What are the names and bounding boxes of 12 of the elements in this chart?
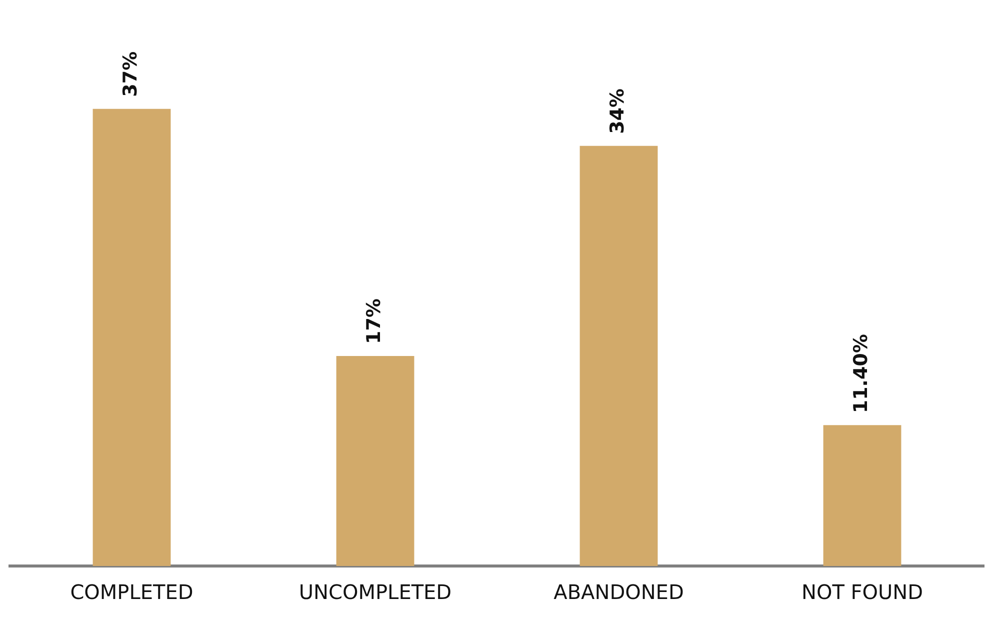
data-label: 37%	[120, 51, 142, 97]
data-label: 11.40%	[850, 334, 872, 414]
bar	[580, 146, 658, 566]
bar	[823, 425, 902, 566]
x-tick-label: ABANDONED	[554, 580, 684, 604]
x-tick-label: NOT FOUND	[801, 580, 924, 604]
data-label: 34%	[606, 88, 629, 134]
x-tick-label: COMPLETED	[70, 580, 194, 604]
x-tick-label: UNCOMPLETED	[298, 580, 452, 604]
data-label: 17%	[363, 298, 386, 344]
bar	[92, 108, 171, 566]
bar	[336, 356, 414, 566]
